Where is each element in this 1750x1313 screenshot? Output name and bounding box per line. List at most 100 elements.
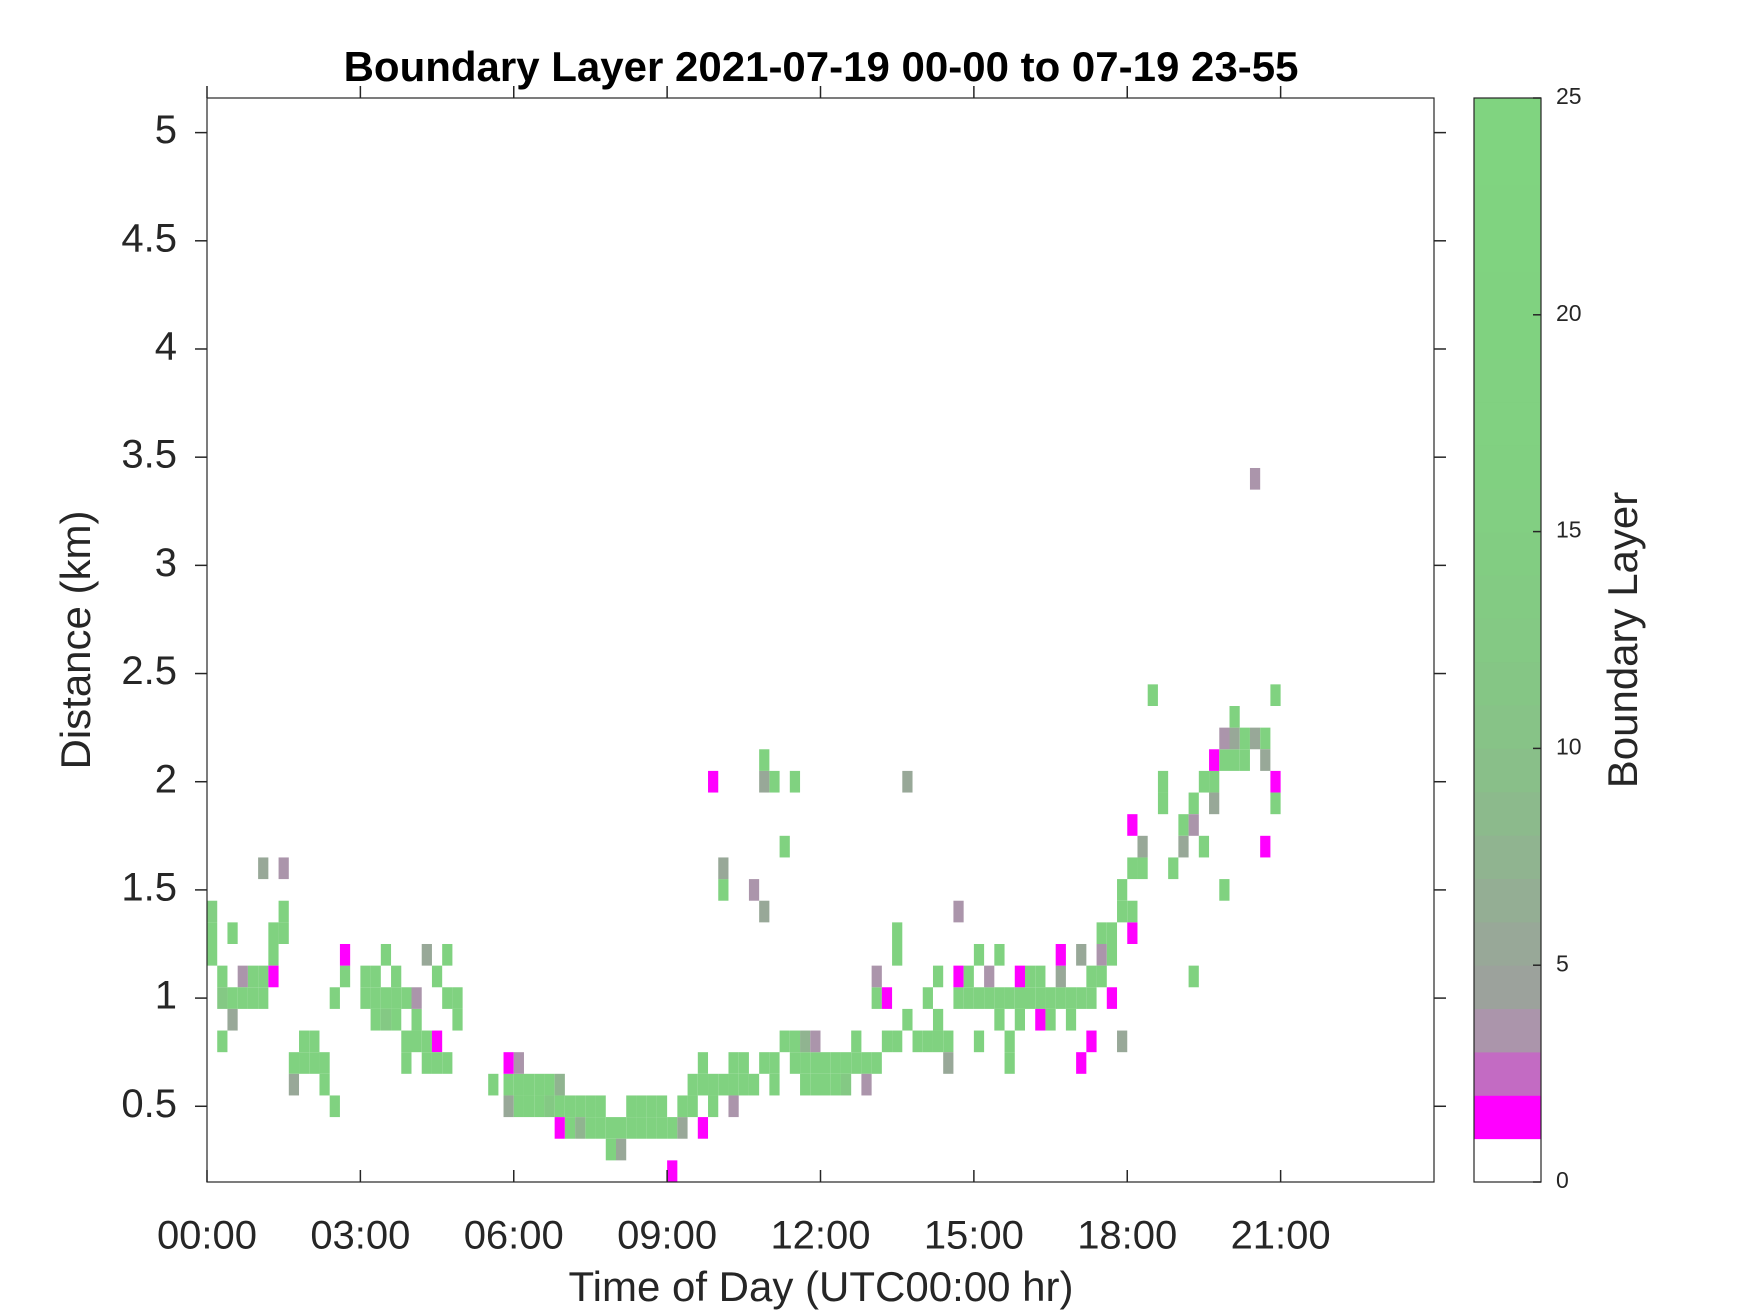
heatmap-cell [1209, 770, 1220, 793]
heatmap-cell [1086, 987, 1097, 1009]
colorbar-band [1474, 705, 1541, 749]
heatmap-cell [605, 1117, 616, 1139]
heatmap-cell [431, 965, 443, 988]
heatmap-cell [595, 1095, 606, 1118]
heatmap-cell [288, 1052, 300, 1074]
heatmap-cell [544, 1095, 555, 1118]
heatmap-cell [1086, 1030, 1097, 1053]
heatmap-cell [1055, 965, 1066, 988]
heatmap-cell [973, 943, 985, 966]
colorbar-band [1474, 358, 1541, 403]
x-tick-label: 18:00 [1077, 1214, 1177, 1258]
heatmap-cell [227, 1008, 238, 1031]
heatmap-cell [697, 1052, 709, 1074]
heatmap-cell [738, 1052, 749, 1074]
heatmap-cell [1219, 749, 1230, 771]
x-tick-label: 12:00 [770, 1214, 870, 1258]
heatmap-cell [247, 965, 259, 988]
colorbar-tick-label: 15 [1556, 517, 1582, 543]
heatmap-cell [1096, 943, 1107, 966]
heatmap-cell [431, 1052, 443, 1074]
colorbar-band [1474, 98, 1541, 142]
heatmap-cell [636, 1117, 647, 1139]
heatmap-cell [278, 900, 289, 923]
heatmap-cell [953, 987, 964, 1009]
heatmap-cell [207, 943, 218, 966]
heatmap-cell [1239, 727, 1250, 750]
heatmap-cell [1014, 1008, 1025, 1031]
heatmap-cell [391, 1008, 402, 1031]
heatmap-cell [1260, 727, 1271, 750]
heatmap-cell [1076, 987, 1087, 1009]
heatmap-cell [299, 1030, 310, 1053]
heatmap-cell [1065, 987, 1077, 1009]
heatmap-cell [227, 987, 238, 1009]
colorbar-tick-label: 10 [1556, 733, 1582, 759]
heatmap-cell [779, 835, 790, 858]
heatmap-cell [1137, 857, 1148, 880]
colorbar-band [1474, 1138, 1541, 1183]
heatmap-cell [360, 965, 371, 988]
heatmap-cell [329, 987, 340, 1009]
heatmap-cell [851, 1030, 862, 1053]
heatmap-cell [564, 1117, 576, 1139]
heatmap-cell [892, 1030, 903, 1053]
heatmap-cell [421, 943, 432, 966]
heatmap-cell [932, 1030, 944, 1053]
heatmap-cell [861, 1052, 872, 1074]
heatmap-cell [442, 987, 453, 1009]
colorbar-tick-label: 25 [1556, 83, 1582, 109]
heatmap-cell [820, 1073, 831, 1096]
heatmap-cell [329, 1095, 340, 1118]
y-tick-label: 3 [155, 541, 177, 585]
y-tick-label: 2 [155, 757, 177, 801]
heatmap-cell [1157, 792, 1169, 815]
heatmap-cell [708, 1073, 719, 1096]
heatmap-cell [830, 1073, 841, 1096]
heatmap-cell [1229, 749, 1240, 771]
y-axis-label: Distance (km) [52, 510, 99, 769]
heatmap-cell [718, 1073, 729, 1096]
heatmap-cell [1127, 814, 1138, 836]
heatmap-cell [1270, 770, 1281, 793]
heatmap-cell [1147, 684, 1158, 706]
colorbar-band [1474, 574, 1541, 619]
heatmap-cell [268, 922, 279, 944]
heatmap-cell [513, 1073, 524, 1096]
heatmap-cell [1076, 1052, 1087, 1074]
heatmap-cell [523, 1095, 535, 1118]
heatmap-cell [984, 987, 995, 1009]
heatmap-cell [1035, 987, 1046, 1009]
colorbar-band [1474, 748, 1541, 793]
heatmap-cell [258, 965, 269, 988]
heatmap-cell [1198, 770, 1210, 793]
heatmap-cell [789, 1052, 801, 1074]
colorbar-band [1474, 444, 1541, 489]
heatmap-cell [370, 987, 381, 1009]
y-tick-label: 5 [155, 108, 177, 152]
heatmap-cell [554, 1117, 565, 1139]
heatmap-cell [411, 1030, 422, 1053]
heatmap-cell [1055, 943, 1066, 966]
heatmap-cell [1117, 879, 1128, 901]
heatmap-cell [697, 1073, 709, 1096]
heatmap-cell [452, 987, 463, 1009]
x-tick-label: 00:00 [157, 1214, 257, 1258]
heatmap-cell [1229, 727, 1240, 750]
heatmap-cell [288, 1073, 300, 1096]
heatmap-cell [953, 965, 964, 988]
heatmap-cell [800, 1073, 811, 1096]
colorbar-band [1474, 228, 1541, 272]
colorbar-band [1474, 1095, 1541, 1140]
heatmap-cell [851, 1052, 862, 1074]
heatmap-cell [258, 987, 269, 1009]
heatmap-cell [595, 1117, 606, 1139]
heatmap-cell [892, 922, 903, 944]
heatmap-cell [278, 922, 289, 944]
colorbar-band [1474, 314, 1541, 359]
heatmap-cell [667, 1117, 678, 1139]
heatmap-cell [1025, 987, 1036, 1009]
heatmap-cell [605, 1138, 616, 1161]
colorbar-band [1474, 1008, 1541, 1053]
colorbar-band [1474, 1051, 1541, 1096]
